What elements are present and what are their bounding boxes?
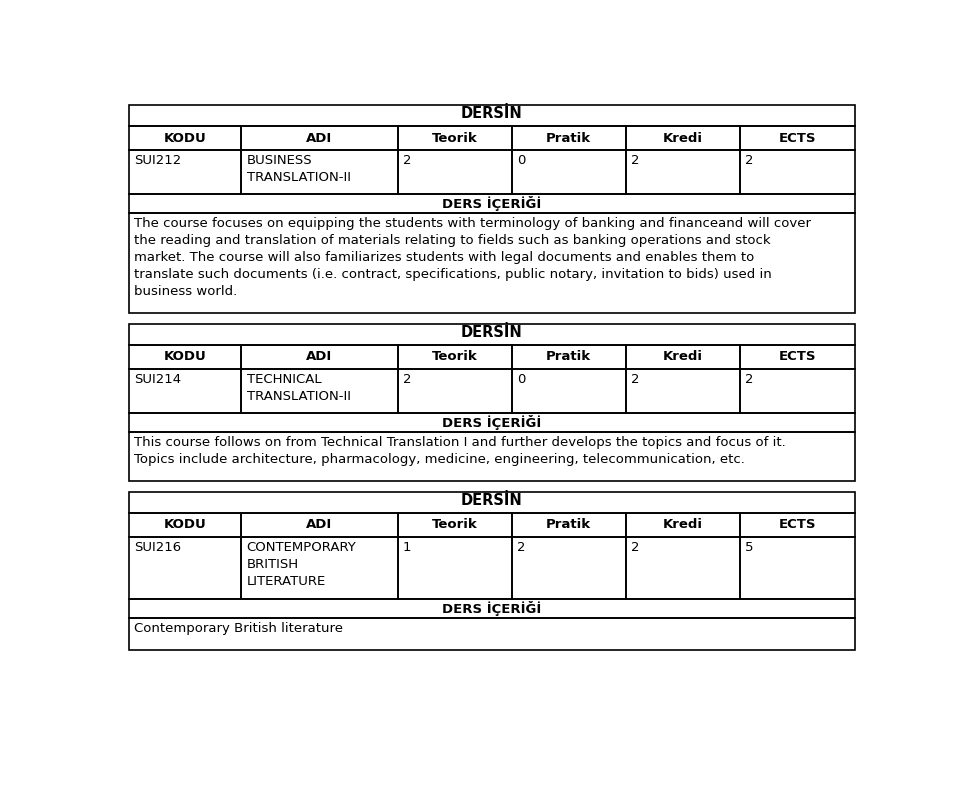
Bar bbox=[129, 618, 855, 650]
Text: ECTS: ECTS bbox=[779, 518, 816, 531]
Bar bbox=[397, 512, 512, 537]
Text: DERSİN: DERSİN bbox=[461, 493, 523, 508]
Text: 2: 2 bbox=[631, 373, 639, 386]
Text: Pratik: Pratik bbox=[546, 350, 591, 364]
Bar bbox=[129, 324, 855, 345]
Bar bbox=[129, 105, 855, 126]
Text: ECTS: ECTS bbox=[779, 350, 816, 364]
Bar bbox=[626, 512, 739, 537]
Bar bbox=[626, 369, 739, 412]
Bar bbox=[129, 537, 242, 599]
Text: 0: 0 bbox=[516, 154, 525, 168]
Bar bbox=[242, 345, 397, 369]
Bar bbox=[242, 537, 397, 599]
Text: This course follows on from Technical Translation I and further develops the top: This course follows on from Technical Tr… bbox=[134, 436, 786, 466]
Bar bbox=[129, 492, 855, 512]
Text: Teorik: Teorik bbox=[432, 350, 477, 364]
Text: SUI216: SUI216 bbox=[134, 541, 181, 554]
Text: SUI214: SUI214 bbox=[134, 373, 181, 386]
Text: KODU: KODU bbox=[164, 350, 206, 364]
Bar bbox=[512, 512, 626, 537]
Text: 2: 2 bbox=[403, 373, 411, 386]
Text: 2: 2 bbox=[631, 154, 639, 168]
Bar bbox=[129, 194, 855, 213]
Bar bbox=[129, 599, 855, 618]
Bar bbox=[739, 512, 855, 537]
Text: ADI: ADI bbox=[306, 131, 333, 145]
Bar bbox=[739, 150, 855, 194]
Text: 5: 5 bbox=[745, 541, 754, 554]
Bar bbox=[242, 512, 397, 537]
Text: ADI: ADI bbox=[306, 350, 333, 364]
Text: Contemporary British literature: Contemporary British literature bbox=[134, 623, 343, 635]
Bar bbox=[397, 345, 512, 369]
Text: Kredi: Kredi bbox=[662, 350, 703, 364]
Text: CONTEMPORARY
BRITISH
LITERATURE: CONTEMPORARY BRITISH LITERATURE bbox=[247, 541, 356, 588]
Bar bbox=[242, 150, 397, 194]
Text: DERSİN: DERSİN bbox=[461, 325, 523, 340]
Text: BUSINESS
TRANSLATION-II: BUSINESS TRANSLATION-II bbox=[247, 154, 350, 184]
Text: KODU: KODU bbox=[164, 518, 206, 531]
Text: The course focuses on equipping the students with terminology of banking and fin: The course focuses on equipping the stud… bbox=[134, 217, 811, 298]
Text: DERSİN: DERSİN bbox=[461, 106, 523, 121]
Bar bbox=[129, 512, 242, 537]
Bar bbox=[129, 345, 242, 369]
Text: 2: 2 bbox=[745, 154, 754, 168]
Text: Kredi: Kredi bbox=[662, 131, 703, 145]
Text: 2: 2 bbox=[631, 541, 639, 554]
Text: Teorik: Teorik bbox=[432, 518, 477, 531]
Bar bbox=[129, 213, 855, 313]
Bar bbox=[512, 369, 626, 412]
Bar bbox=[626, 126, 739, 150]
Text: DERS İÇERİĞİ: DERS İÇERİĞİ bbox=[443, 415, 541, 430]
Bar bbox=[626, 150, 739, 194]
Text: Pratik: Pratik bbox=[546, 131, 591, 145]
Text: Teorik: Teorik bbox=[432, 131, 477, 145]
Text: 2: 2 bbox=[745, 373, 754, 386]
Bar bbox=[397, 126, 512, 150]
Bar bbox=[739, 537, 855, 599]
Bar bbox=[512, 537, 626, 599]
Text: 0: 0 bbox=[516, 373, 525, 386]
Bar bbox=[397, 537, 512, 599]
Bar bbox=[512, 126, 626, 150]
Bar bbox=[129, 432, 855, 481]
Bar bbox=[739, 126, 855, 150]
Bar bbox=[129, 150, 242, 194]
Text: SUI212: SUI212 bbox=[134, 154, 181, 168]
Bar bbox=[397, 150, 512, 194]
Text: TECHNICAL
TRANSLATION-II: TECHNICAL TRANSLATION-II bbox=[247, 373, 350, 403]
Text: 2: 2 bbox=[403, 154, 411, 168]
Text: Pratik: Pratik bbox=[546, 518, 591, 531]
Bar bbox=[129, 412, 855, 432]
Text: ADI: ADI bbox=[306, 518, 333, 531]
Bar bbox=[512, 345, 626, 369]
Bar bbox=[242, 126, 397, 150]
Bar bbox=[626, 537, 739, 599]
Text: ECTS: ECTS bbox=[779, 131, 816, 145]
Bar bbox=[397, 369, 512, 412]
Bar bbox=[512, 150, 626, 194]
Bar bbox=[129, 126, 242, 150]
Bar bbox=[739, 345, 855, 369]
Bar bbox=[242, 369, 397, 412]
Bar bbox=[626, 345, 739, 369]
Bar bbox=[739, 369, 855, 412]
Text: DERS İÇERİĞİ: DERS İÇERİĞİ bbox=[443, 600, 541, 615]
Text: 1: 1 bbox=[403, 541, 411, 554]
Text: KODU: KODU bbox=[164, 131, 206, 145]
Text: DERS İÇERİĞİ: DERS İÇERİĞİ bbox=[443, 196, 541, 211]
Text: 2: 2 bbox=[516, 541, 525, 554]
Text: Kredi: Kredi bbox=[662, 518, 703, 531]
Bar bbox=[129, 369, 242, 412]
